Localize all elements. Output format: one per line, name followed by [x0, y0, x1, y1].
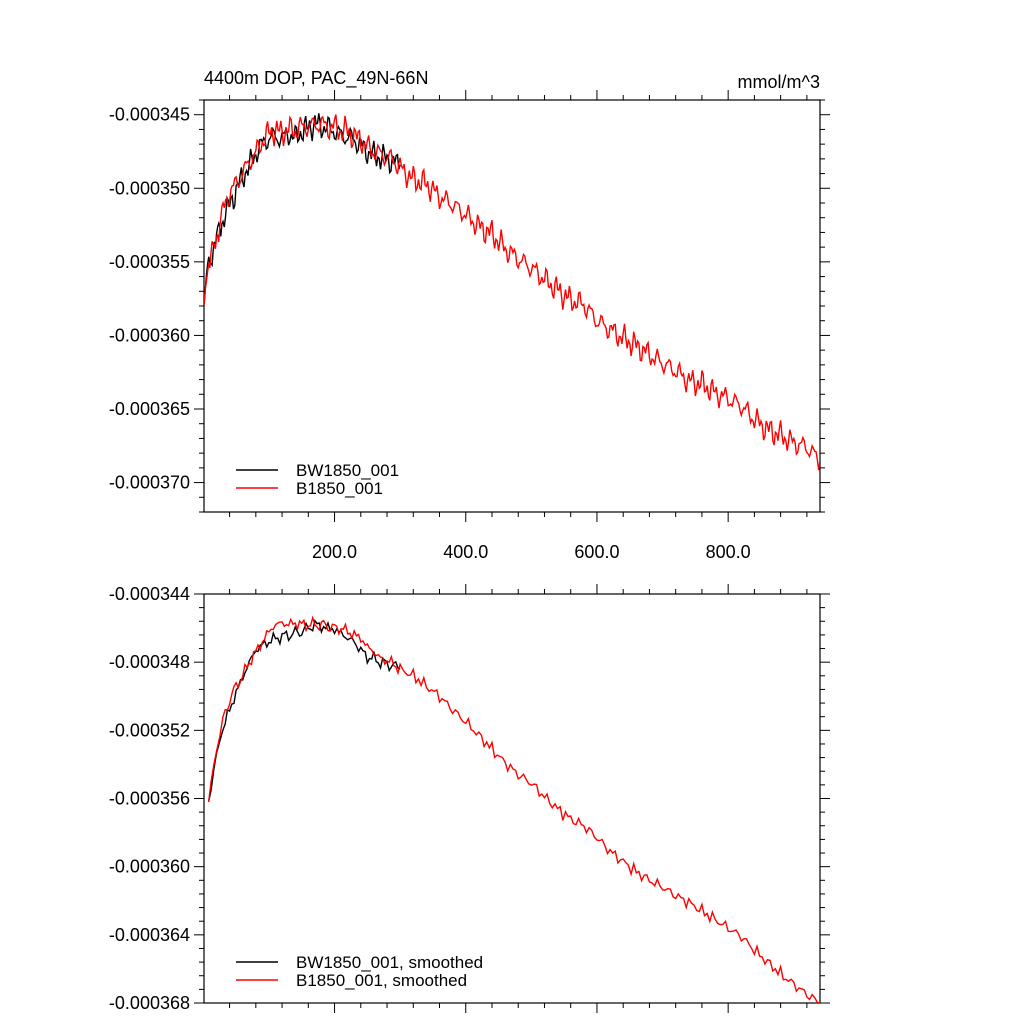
legend-label: BW1850_001: [296, 461, 399, 480]
units-label: mmol/m^3: [738, 72, 820, 92]
x-tick-label: 800.0: [706, 542, 751, 562]
y-tick-label: -0.000352: [109, 720, 190, 740]
legend-label: B1850_001, smoothed: [296, 971, 467, 990]
y-tick-label: -0.000345: [109, 105, 190, 125]
y-tick-label: -0.000360: [109, 857, 190, 877]
legend-label: BW1850_001, smoothed: [296, 953, 483, 972]
y-tick-label: -0.000365: [109, 399, 190, 419]
plot-title: 4400m DOP, PAC_49N-66N: [204, 68, 428, 89]
legend-label: B1850_001: [296, 479, 383, 498]
series-line-bw1850: [207, 619, 401, 803]
bottom-panel: -0.000344 -0.000348 -0.000352 -0.000356 -0.0…: [109, 584, 830, 1013]
top-panel: 200.0 400.0 600.0 800.0 -0.000345 -0.000350 -0…: [109, 90, 830, 562]
y-tick-label: -0.000350: [109, 178, 190, 198]
y-tick-label: -0.000368: [109, 993, 190, 1013]
plot-frame: [203, 593, 821, 1004]
series-line-b1850: [207, 615, 820, 1003]
y-tick-label: -0.000344: [109, 584, 190, 604]
y-tick-label: -0.000370: [109, 473, 190, 493]
plot-frame: [203, 99, 821, 513]
y-tick-label: -0.000364: [109, 925, 190, 945]
x-tick-label: 400.0: [443, 542, 488, 562]
y-tick-label: -0.000348: [109, 652, 190, 672]
y-tick-label: -0.000360: [109, 325, 190, 345]
series-line-b1850: [204, 114, 820, 471]
x-tick-label: 200.0: [312, 542, 357, 562]
series-line-bw1850: [204, 113, 401, 307]
y-tick-label: -0.000355: [109, 252, 190, 272]
x-tick-label: 600.0: [574, 542, 619, 562]
y-tick-label: -0.000356: [109, 789, 190, 809]
